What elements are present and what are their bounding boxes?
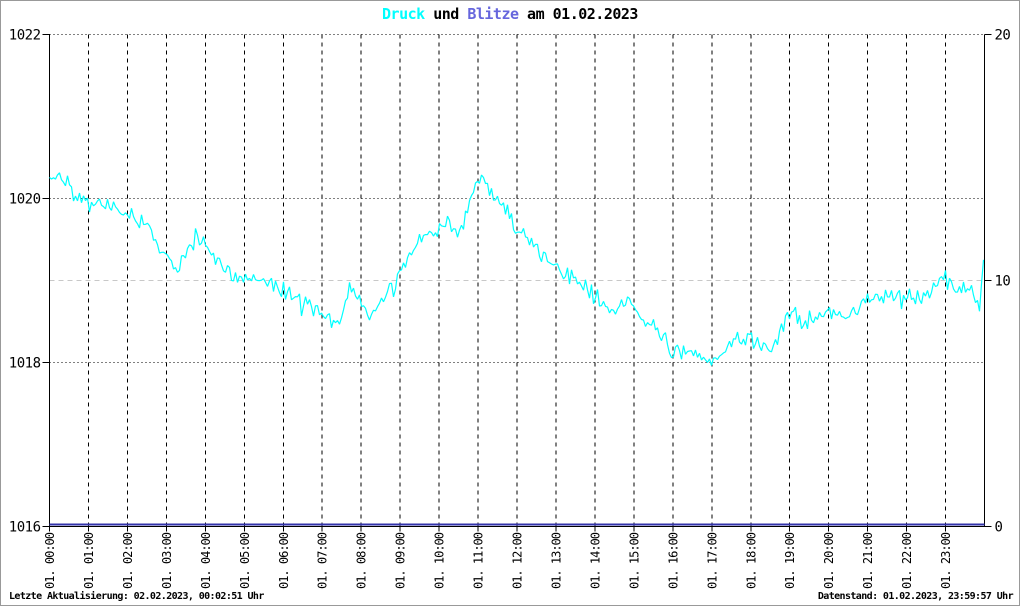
y-axis-right: 0 10 20 (984, 28, 1011, 536)
x-tick-label: 01. 16:00 (666, 532, 680, 589)
x-axis: 01. 00:00 01. 01:00 01. 02:00 01. 03:00 01. … (43, 526, 985, 589)
x-tick-label: 01. 05:00 (238, 532, 252, 589)
data-timestamp-text: Datenstand: 01.02.2023, 23:59:57 Uhr (817, 591, 1014, 602)
x-tick-label: 01. 15:00 (627, 532, 641, 589)
title-part-date: am 01.02.2023 (518, 5, 638, 23)
x-tick-label: 01. 06:00 (277, 532, 291, 589)
last-update-text: Letzte Aktualisierung: 02.02.2023, 00:02… (9, 591, 264, 602)
chart-title: Druck und Blitze am 01.02.2023 (1, 5, 1019, 23)
x-tick-label: 01. 08:00 (355, 532, 369, 589)
x-tick-label: 01. 04:00 (199, 532, 213, 589)
left-tick-label: 1018 (9, 356, 41, 372)
gridlines (49, 34, 985, 527)
x-tick-label: 01. 01:00 (82, 532, 96, 589)
right-tick-label: 10 (995, 274, 1011, 290)
left-tick-label: 1020 (9, 192, 41, 208)
x-tick-label: 01. 21:00 (861, 532, 875, 589)
x-tick-label: 01. 19:00 (783, 532, 797, 589)
left-tick-label: 1016 (9, 520, 41, 536)
x-tick-label: 01. 00:00 (43, 532, 57, 589)
x-tick-label: 01. 03:00 (160, 532, 174, 589)
left-tick-label: 1022 (9, 28, 41, 44)
x-tick-label: 01. 20:00 (822, 532, 836, 589)
x-tick-label: 01. 07:00 (316, 532, 330, 589)
pressure-series (49, 172, 985, 366)
x-tick-label: 01. 09:00 (394, 532, 408, 589)
x-tick-label: 01. 18:00 (744, 532, 758, 589)
title-part-und: und (424, 5, 468, 23)
x-tick-label: 01. 23:00 (939, 532, 953, 589)
x-tick-label: 01. 14:00 (588, 532, 602, 589)
title-part-blitze: Blitze (467, 5, 519, 23)
x-tick-label: 01. 13:00 (549, 532, 563, 589)
right-tick-label: 0 (995, 520, 1003, 536)
y-axis-left: 1016 1018 1020 1022 (9, 28, 50, 536)
x-tick-label: 01. 12:00 (511, 532, 525, 589)
x-tick-label: 01. 17:00 (705, 532, 719, 589)
x-tick-label: 01. 10:00 (433, 532, 447, 589)
x-tick-label: 01. 22:00 (900, 532, 914, 589)
title-part-druck: Druck (382, 5, 425, 23)
x-tick-label: 01. 11:00 (472, 532, 486, 589)
x-tick-label: 01. 02:00 (121, 532, 135, 589)
right-tick-label: 20 (995, 28, 1011, 44)
